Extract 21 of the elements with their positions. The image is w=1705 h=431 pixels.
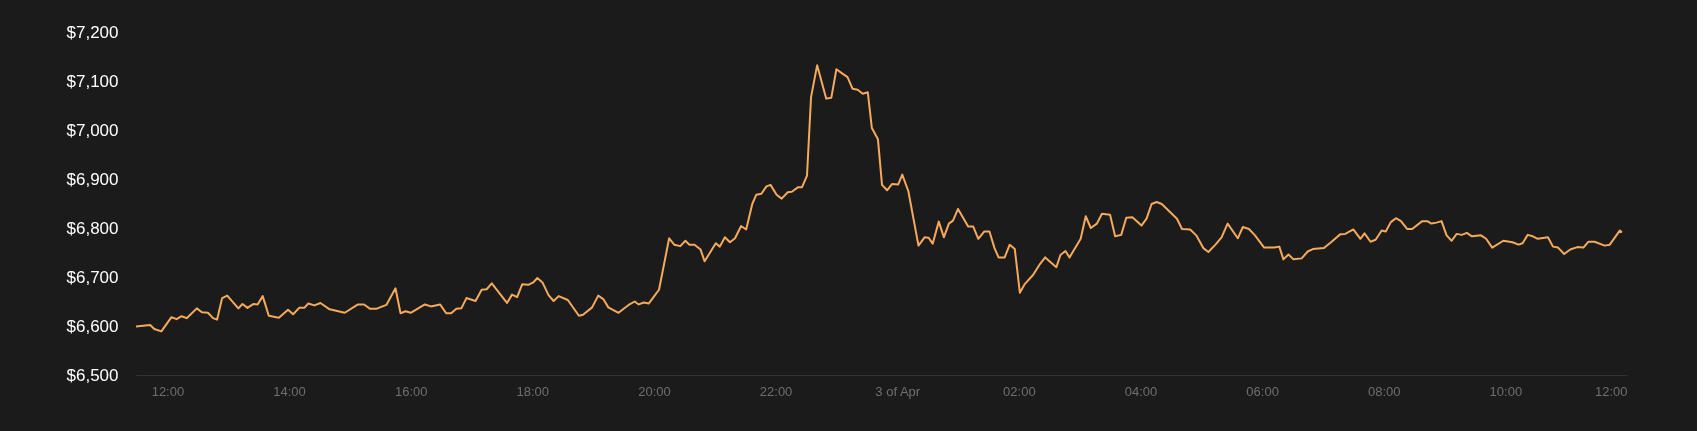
y-tick-label: $6,600 xyxy=(66,316,119,336)
y-tick-label: $7,000 xyxy=(66,120,119,140)
x-tick-label: 08:00 xyxy=(1367,383,1401,399)
x-tick-label: 16:00 xyxy=(394,383,428,399)
y-tick-label: $6,700 xyxy=(66,267,119,287)
x-tick-label: 3 of Apr xyxy=(875,383,921,399)
x-tick-label: 12:00 xyxy=(1594,383,1628,399)
x-tick-label: 02:00 xyxy=(1003,383,1036,399)
x-tick-label: 22:00 xyxy=(759,383,793,399)
x-tick-label: 12:00 xyxy=(151,383,185,399)
x-tick-label: 18:00 xyxy=(516,383,550,399)
x-tick-label: 20:00 xyxy=(638,383,671,399)
y-tick-label: $7,200 xyxy=(66,22,119,42)
y-tick-label: $6,500 xyxy=(66,365,119,385)
y-tick-label: $7,100 xyxy=(66,71,119,91)
x-tick-label: 10:00 xyxy=(1489,383,1523,399)
y-tick-label: $6,900 xyxy=(66,169,119,189)
x-tick-label: 06:00 xyxy=(1246,383,1279,399)
y-tick-label: $6,800 xyxy=(66,218,119,238)
x-tick-label: 14:00 xyxy=(273,383,306,399)
x-tick-label: 04:00 xyxy=(1124,383,1158,399)
